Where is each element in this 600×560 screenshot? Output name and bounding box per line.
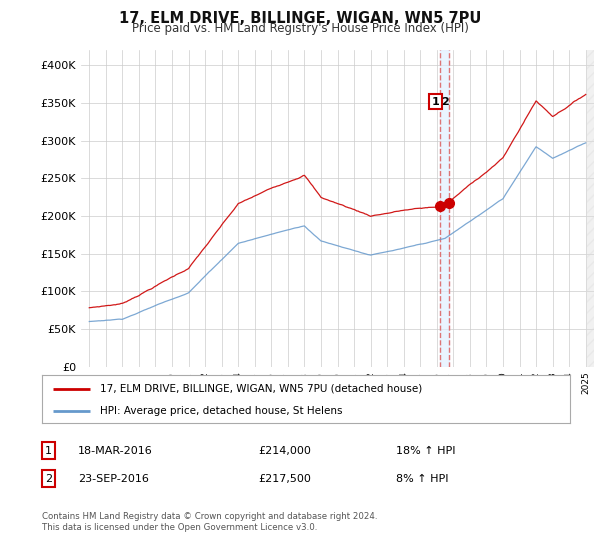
Text: 2: 2 — [45, 474, 52, 484]
Text: 1: 1 — [45, 446, 52, 456]
Text: £214,000: £214,000 — [258, 446, 311, 456]
Text: 8% ↑ HPI: 8% ↑ HPI — [396, 474, 449, 484]
Text: 18-MAR-2016: 18-MAR-2016 — [78, 446, 153, 456]
Text: 17, ELM DRIVE, BILLINGE, WIGAN, WN5 7PU (detached house): 17, ELM DRIVE, BILLINGE, WIGAN, WN5 7PU … — [100, 384, 422, 394]
Text: 2: 2 — [442, 97, 449, 106]
Text: 1: 1 — [431, 97, 439, 106]
Text: 18% ↑ HPI: 18% ↑ HPI — [396, 446, 455, 456]
Bar — [440, 50, 449, 367]
Text: £217,500: £217,500 — [258, 474, 311, 484]
Text: HPI: Average price, detached house, St Helens: HPI: Average price, detached house, St H… — [100, 406, 343, 416]
Text: 23-SEP-2016: 23-SEP-2016 — [78, 474, 149, 484]
Text: Price paid vs. HM Land Registry's House Price Index (HPI): Price paid vs. HM Land Registry's House … — [131, 22, 469, 35]
Text: Contains HM Land Registry data © Crown copyright and database right 2024.
This d: Contains HM Land Registry data © Crown c… — [42, 512, 377, 532]
Text: 17, ELM DRIVE, BILLINGE, WIGAN, WN5 7PU: 17, ELM DRIVE, BILLINGE, WIGAN, WN5 7PU — [119, 11, 481, 26]
